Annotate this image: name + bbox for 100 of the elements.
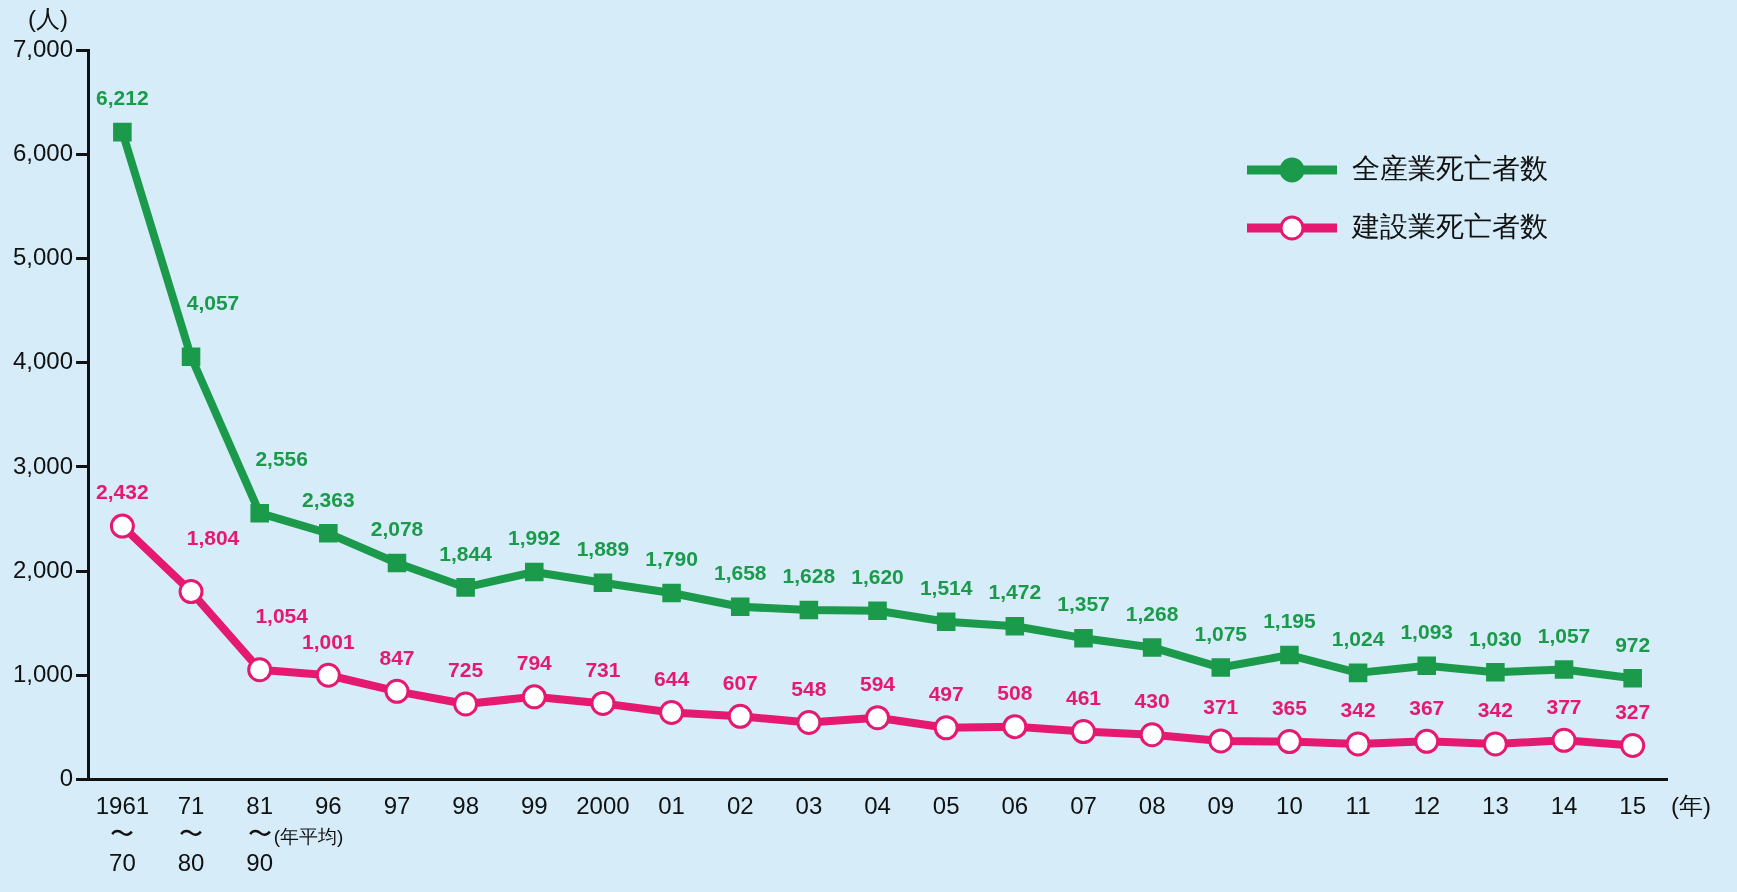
- data-label: 497: [928, 682, 964, 706]
- x-tick-label: 07: [1070, 791, 1097, 819]
- point: [387, 553, 407, 573]
- point: [525, 562, 544, 582]
- x-tick-label: 03: [795, 791, 823, 819]
- point: [521, 684, 547, 710]
- x-tick-label: 99: [520, 791, 548, 819]
- data-label: 1,195: [1263, 609, 1317, 633]
- point: [1414, 728, 1440, 754]
- x-tick-label: 96: [314, 791, 342, 819]
- x-tick-label: 81 〜 90: [246, 791, 274, 877]
- point: [590, 690, 616, 716]
- x-tick-label: 09: [1207, 791, 1235, 819]
- x-tick-label: 02: [726, 791, 754, 819]
- data-label: 2,078: [370, 517, 424, 541]
- point: [1211, 658, 1231, 677]
- data-label: 430: [1134, 689, 1170, 713]
- point: [1486, 662, 1505, 682]
- data-label: 1,093: [1400, 619, 1454, 643]
- y-tick-label: 1,000: [13, 660, 74, 687]
- y-tick-label: 2,000: [13, 555, 74, 583]
- point: [384, 678, 410, 704]
- data-label: 725: [448, 658, 484, 682]
- point: [247, 657, 273, 683]
- point: [1074, 628, 1093, 648]
- point: [1276, 729, 1302, 755]
- data-label: 2,556: [255, 447, 308, 471]
- data-label: 847: [379, 645, 415, 669]
- point: [1142, 638, 1162, 657]
- data-label: 342: [1340, 698, 1376, 722]
- point: [936, 612, 956, 632]
- y-tick-label: 7,000: [13, 34, 74, 62]
- data-label: 1,054: [255, 604, 309, 628]
- point: [178, 579, 204, 605]
- data-label: 461: [1065, 685, 1102, 709]
- point: [1620, 733, 1646, 759]
- point: [1551, 727, 1577, 753]
- point: [727, 703, 753, 729]
- y-tick-label: 0: [59, 764, 74, 792]
- point: [1345, 731, 1371, 757]
- point: [456, 578, 475, 597]
- point: [1417, 656, 1436, 675]
- data-label: 1,268: [1125, 601, 1179, 625]
- point: [662, 583, 681, 603]
- data-label: 365: [1271, 695, 1308, 719]
- y-axis-title: (人): [28, 4, 69, 32]
- data-label: 4,057: [186, 291, 240, 315]
- point: [659, 699, 685, 725]
- point: [1348, 663, 1368, 683]
- data-label: 327: [1615, 699, 1651, 723]
- y-tick-label: 3,000: [13, 451, 74, 479]
- data-label: 644: [654, 666, 690, 690]
- data-label: 2,363: [302, 487, 355, 511]
- data-label: 1,357: [1057, 592, 1110, 616]
- point: [250, 503, 269, 523]
- x-tick-label: 05: [932, 791, 960, 819]
- point: [1482, 731, 1508, 757]
- point: [1623, 669, 1642, 688]
- y-tick-label: 5,000: [13, 243, 74, 271]
- data-label: 2,432: [96, 480, 149, 504]
- data-label: 1,628: [782, 564, 836, 588]
- data-label: 1,075: [1194, 621, 1248, 645]
- x-tick-label: 13: [1482, 791, 1509, 819]
- data-label: 1,889: [576, 537, 630, 561]
- data-label: 1,790: [645, 547, 698, 571]
- data-label: 508: [997, 680, 1033, 704]
- point: [109, 513, 135, 539]
- data-label: 1,844: [439, 541, 493, 565]
- data-label: 1,024: [1331, 627, 1385, 651]
- x-tick-label: 06: [1001, 791, 1029, 819]
- point: [730, 597, 750, 617]
- data-label: 1,472: [988, 580, 1042, 604]
- legend-label: 全産業死亡者数: [1352, 152, 1548, 184]
- data-label: 594: [860, 671, 896, 695]
- x-tick-label: 11: [1345, 791, 1371, 819]
- data-label: 1,001: [302, 629, 355, 653]
- point: [796, 709, 822, 735]
- point: [1070, 719, 1096, 745]
- data-label: 342: [1477, 698, 1513, 722]
- point: [319, 524, 338, 543]
- point: [865, 705, 891, 731]
- data-label: 607: [722, 670, 758, 694]
- x-tick-label: 2000: [576, 791, 630, 819]
- data-label: 1,057: [1537, 623, 1591, 647]
- data-label: 548: [791, 676, 827, 700]
- x-axis-title: (年): [1671, 792, 1711, 820]
- data-label: 1,658: [713, 561, 767, 585]
- data-label: 1,514: [919, 576, 973, 600]
- x-tick-label: 01: [658, 791, 685, 819]
- x-tick-label: 08: [1138, 791, 1166, 819]
- y-tick-label: 6,000: [13, 138, 74, 166]
- text: (年平均): [273, 825, 344, 847]
- point: [1005, 616, 1025, 636]
- point: [181, 347, 201, 367]
- data-label: 6,212: [96, 86, 149, 110]
- point: [868, 601, 887, 621]
- x-tick-label: 14: [1550, 791, 1578, 819]
- x-tick-label: 98: [452, 791, 479, 819]
- data-label: 1,804: [186, 525, 240, 549]
- point: [113, 122, 132, 142]
